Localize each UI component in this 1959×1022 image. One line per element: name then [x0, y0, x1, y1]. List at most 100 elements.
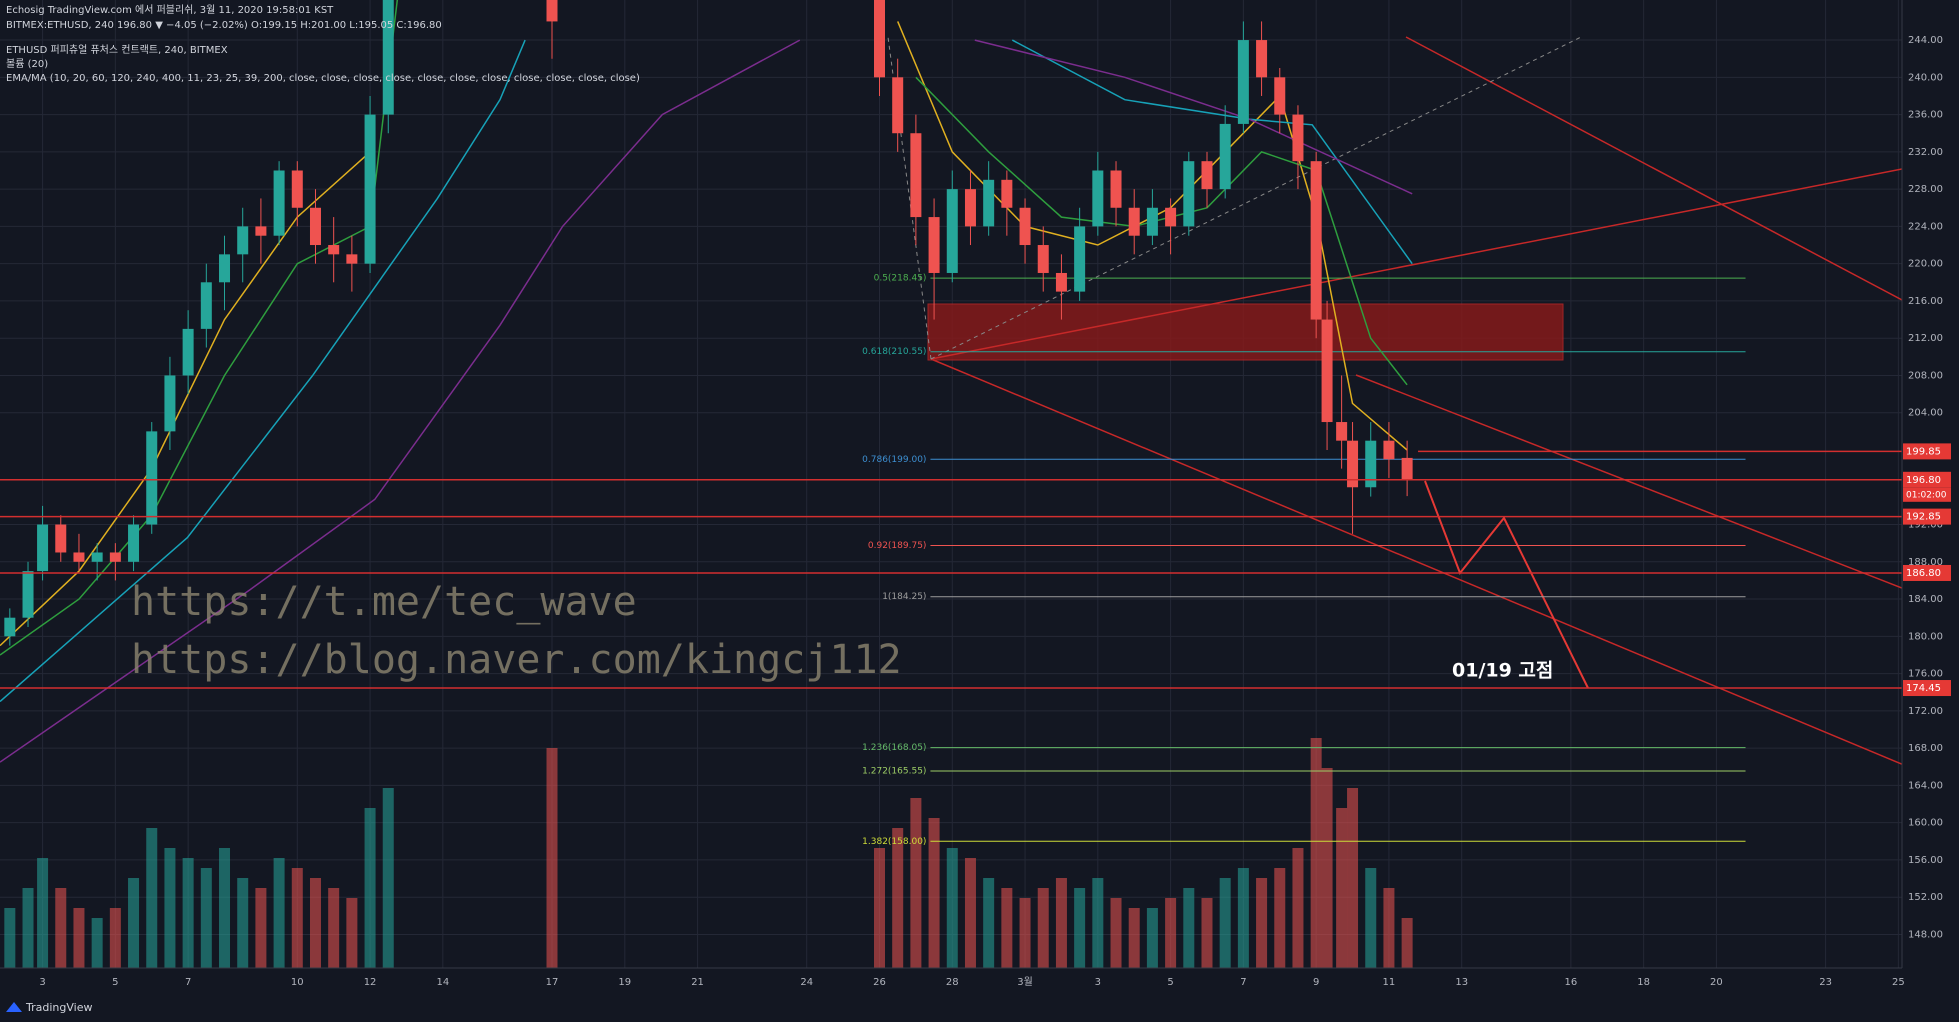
volume-bar	[1219, 878, 1231, 968]
logo[interactable]	[6, 1002, 22, 1012]
candle-body	[200, 282, 212, 329]
volume-bar	[91, 918, 103, 968]
volume-bar	[1321, 768, 1333, 968]
axes: 148.00 152.00 156.00 160.00 164.00 168.00 172.…	[39, 35, 1943, 988]
price-tag-label: 186.80	[1906, 568, 1941, 579]
volume-bar	[1201, 898, 1213, 968]
x-tick-label: 10	[291, 977, 304, 988]
y-tick-label: 220.00	[1908, 259, 1943, 270]
volume	[4, 738, 1413, 968]
candle-body	[1292, 114, 1304, 162]
volume-bar	[309, 878, 321, 968]
x-tick-label: 5	[112, 977, 118, 988]
candle-body	[309, 207, 321, 246]
volume-bar	[109, 908, 121, 968]
price-levels	[0, 450, 1902, 689]
candle-body	[892, 77, 904, 134]
candle-body	[1001, 179, 1013, 208]
candle-body	[1347, 440, 1359, 488]
fib-label: 1.382(158.00)	[862, 837, 926, 847]
volume-bar	[1256, 878, 1268, 968]
y-tick-label: 168.00	[1908, 743, 1943, 754]
price-tag	[1903, 680, 1951, 697]
volume-bar	[1001, 888, 1013, 968]
y-tick-label: 180.00	[1908, 631, 1943, 642]
volume-bar	[964, 858, 976, 968]
volume-bar	[182, 858, 194, 968]
x-tick-label: 16	[1565, 977, 1578, 988]
volume-bar	[1055, 878, 1067, 968]
y-tick-label: 156.00	[1908, 855, 1943, 866]
volume-bar	[946, 848, 958, 968]
y-tick-label: 172.00	[1908, 706, 1943, 717]
candle-body	[1037, 245, 1049, 273]
volume-bar	[255, 888, 267, 968]
candle-body	[1274, 77, 1286, 115]
candle-body	[946, 189, 958, 273]
volume-bar	[546, 748, 558, 968]
trend-line	[1355, 374, 1902, 589]
candle-body	[364, 114, 376, 264]
volume-bar	[4, 908, 16, 968]
volume-bar	[1292, 848, 1304, 968]
fib-label: 0.92(189.75)	[868, 541, 927, 551]
candle-body	[55, 524, 67, 553]
candle-body	[219, 254, 231, 283]
annotation: 01/19 고점	[1452, 660, 1553, 682]
candle-body	[328, 245, 340, 255]
y-tick-label: 192.00	[1908, 520, 1943, 531]
candle-body	[273, 170, 285, 236]
x-tick-label: 9	[1313, 977, 1319, 988]
x-tick-label: 18	[1637, 977, 1650, 988]
y-tick-label: 148.00	[1908, 929, 1943, 940]
x-tick-label: 7	[1240, 977, 1246, 988]
volume-bar	[1110, 898, 1122, 968]
footer[interactable]: TradingView	[25, 1001, 92, 1014]
candle-body	[1110, 170, 1122, 208]
candle-body	[37, 524, 49, 572]
volume-bar	[1128, 908, 1140, 968]
candle-body	[546, 0, 558, 22]
volume-bar	[328, 888, 340, 968]
candle-body	[346, 254, 358, 264]
ema-line	[0, 39, 1413, 763]
candle-body	[1219, 123, 1231, 190]
candle-body	[1146, 207, 1158, 236]
fib-label: 0.5(218.45)	[874, 274, 927, 284]
x-tick-label: 5	[1167, 977, 1173, 988]
candle-body	[146, 431, 158, 525]
candles	[4, 0, 1413, 646]
volume-bar	[382, 788, 394, 968]
candle-body	[1383, 440, 1395, 460]
candle-body	[1201, 161, 1213, 190]
x-tick-label: 28	[946, 977, 959, 988]
price-tag-label: 174.45	[1906, 683, 1941, 694]
candle-body	[255, 226, 267, 236]
volume-bar	[273, 858, 285, 968]
x-tick-label: 13	[1455, 977, 1468, 988]
legend-ema: EMA/MA (10, 20, 60, 120, 240, 400, 11, 2…	[6, 73, 640, 84]
fib-label: 1(184.25)	[882, 592, 926, 602]
volume-bar	[1183, 888, 1195, 968]
x-tick-label: 3월	[1017, 976, 1033, 988]
x-tick-label: 11	[1383, 977, 1396, 988]
candle-body	[1165, 207, 1177, 227]
candle-body	[1365, 440, 1377, 488]
x-tick-label: 21	[691, 977, 704, 988]
candle-body	[1401, 457, 1413, 480]
volume-bar	[983, 878, 995, 968]
x-tick-label: 20	[1710, 977, 1723, 988]
x-tick-label: 14	[436, 977, 449, 988]
y-tick-label: 228.00	[1908, 184, 1943, 195]
y-tick-label: 240.00	[1908, 72, 1943, 83]
candle-body	[1336, 422, 1348, 441]
candle-body	[4, 617, 16, 637]
y-tick-label: 160.00	[1908, 818, 1943, 829]
candle-body	[928, 217, 940, 273]
publisher: Echosig TradingView.com 에서 퍼블리쉬, 3월 11, …	[6, 4, 334, 16]
x-tick-label: 19	[618, 977, 631, 988]
volume-bar	[200, 868, 212, 968]
x-tick-label: 7	[185, 977, 191, 988]
